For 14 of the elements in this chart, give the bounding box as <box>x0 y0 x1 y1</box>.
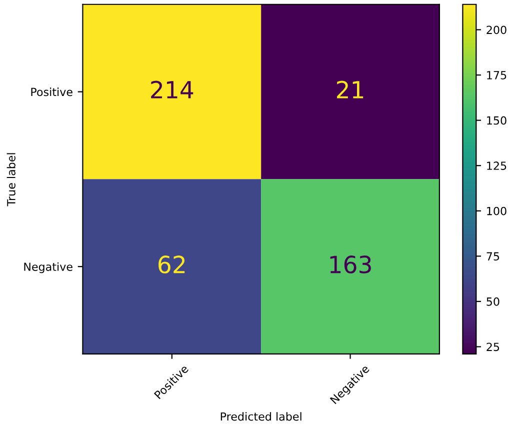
data-label: 163 <box>330 256 371 274</box>
data-label: 62 <box>158 256 185 274</box>
y-axis-title: True label <box>6 153 16 206</box>
color-bar-label: 150 <box>487 116 506 125</box>
x-axis-title: Predicted label <box>220 412 302 421</box>
color-bar-label: 200 <box>486 26 506 34</box>
color-bar-label: 125 <box>487 162 506 170</box>
color-bar-label: 100 <box>487 206 506 216</box>
color-bar-label: 75 <box>486 252 500 261</box>
color-bar-label: 25 <box>486 342 500 352</box>
color-bar-label: 50 <box>486 297 500 306</box>
color-bar-label: 175 <box>487 71 506 80</box>
data-label: 214 <box>151 80 194 98</box>
data-label: 21 <box>336 80 364 98</box>
